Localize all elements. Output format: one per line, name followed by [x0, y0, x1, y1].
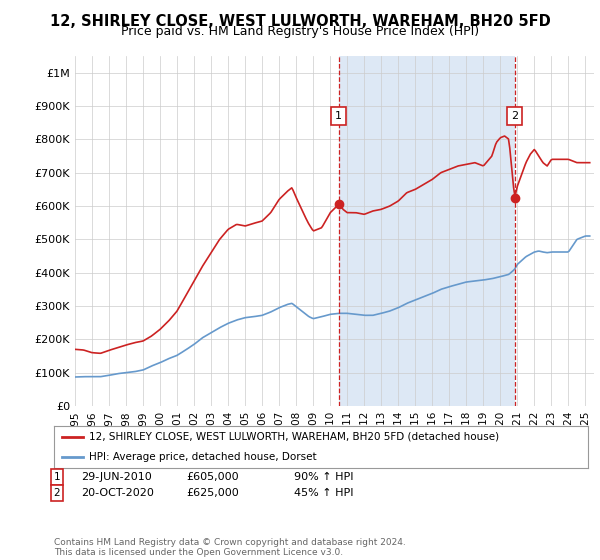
Text: 20-OCT-2020: 20-OCT-2020: [81, 488, 154, 498]
Text: HPI: Average price, detached house, Dorset: HPI: Average price, detached house, Dors…: [89, 452, 316, 462]
Text: Contains HM Land Registry data © Crown copyright and database right 2024.
This d: Contains HM Land Registry data © Crown c…: [54, 538, 406, 557]
Text: 1: 1: [53, 472, 61, 482]
Text: 90% ↑ HPI: 90% ↑ HPI: [294, 472, 353, 482]
Text: £625,000: £625,000: [186, 488, 239, 498]
Text: 12, SHIRLEY CLOSE, WEST LULWORTH, WAREHAM, BH20 5FD: 12, SHIRLEY CLOSE, WEST LULWORTH, WAREHA…: [50, 14, 550, 29]
Text: 1: 1: [335, 111, 342, 121]
Text: Price paid vs. HM Land Registry's House Price Index (HPI): Price paid vs. HM Land Registry's House …: [121, 25, 479, 38]
Text: 45% ↑ HPI: 45% ↑ HPI: [294, 488, 353, 498]
Text: 2: 2: [511, 111, 518, 121]
Text: 12, SHIRLEY CLOSE, WEST LULWORTH, WAREHAM, BH20 5FD (detached house): 12, SHIRLEY CLOSE, WEST LULWORTH, WAREHA…: [89, 432, 499, 442]
Text: £605,000: £605,000: [186, 472, 239, 482]
Text: 29-JUN-2010: 29-JUN-2010: [81, 472, 152, 482]
Bar: [339, 56, 515, 406]
Text: 2: 2: [53, 488, 61, 498]
